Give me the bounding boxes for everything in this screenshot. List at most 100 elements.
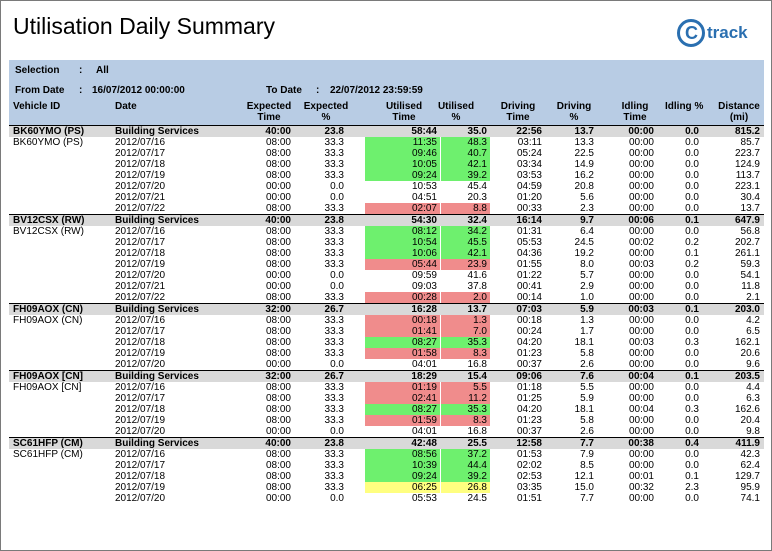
cell-idling-time: 00:04 <box>628 371 654 382</box>
cell-idling-pct: 0.0 <box>685 460 699 471</box>
cell-idling-pct: 0.1 <box>685 371 699 382</box>
cell-idling-time: 00:00 <box>628 359 654 370</box>
cell-idling-time: 00:00 <box>628 126 654 137</box>
cell-driving-time: 00:37 <box>516 426 542 437</box>
cell-date: 2012/07/17 <box>115 237 166 248</box>
table-row: 2012/07/18 08:00 33.3 08:27 35.3 04:20 18.1 00:… <box>9 404 764 415</box>
cell-idling-time: 00:00 <box>628 348 654 359</box>
cell-driving-pct: 2.6 <box>580 359 594 370</box>
cell-expected-pct: 0.0 <box>330 281 344 292</box>
cell-driving-pct: 7.7 <box>580 438 594 449</box>
cell-expected-pct: 33.3 <box>324 226 344 237</box>
cell-utilised-time: 05:53 <box>411 493 437 504</box>
cell-distance: 162.6 <box>734 404 760 415</box>
cell-idling-pct: 0.0 <box>685 315 699 326</box>
cell-utilised-pct: 39.2 <box>441 170 490 181</box>
cell-idling-time: 00:03 <box>628 337 654 348</box>
table-row: 2012/07/19 08:00 33.3 09:24 39.2 03:53 16.2 00:… <box>9 170 764 181</box>
from-date-value: 16/07/2012 00:00:00 <box>92 85 185 96</box>
cell-idling-time: 00:00 <box>628 203 654 214</box>
cell-expected-pct: 0.0 <box>330 181 344 192</box>
cell-utilised-time: 10:54 <box>365 237 440 248</box>
cell-date: 2012/07/16 <box>115 137 166 148</box>
cell-utilised-time: 08:56 <box>365 449 440 460</box>
cell-idling-pct: 0.1 <box>685 215 699 226</box>
cell-driving-time: 01:55 <box>516 259 542 270</box>
cell-date: 2012/07/16 <box>115 382 166 393</box>
cell-idling-pct: 0.0 <box>685 181 699 192</box>
cell-driving-pct: 2.6 <box>580 426 594 437</box>
cell-idling-pct: 0.1 <box>685 304 699 315</box>
cell-driving-time: 12:58 <box>516 438 542 449</box>
group-row: SC61HFP (CM) Building Services 40:00 23.8 42… <box>9 437 764 449</box>
cell-expected-time: 40:00 <box>265 126 291 137</box>
cell-expected-time: 08:00 <box>265 137 291 148</box>
cell-distance: 6.3 <box>746 393 760 404</box>
cell-driving-time: 00:33 <box>516 203 542 214</box>
cell-utilised-pct: 25.5 <box>467 438 487 449</box>
cell-driving-time: 01:20 <box>516 192 542 203</box>
cell-utilised-time: 09:46 <box>365 148 440 159</box>
to-date-value: 22/07/2012 23:59:59 <box>330 85 423 96</box>
selection-label: Selection <box>15 65 60 76</box>
cell-expected-time: 08:00 <box>265 226 291 237</box>
cell-expected-pct: 33.3 <box>324 148 344 159</box>
cell-driving-pct: 14.9 <box>574 159 594 170</box>
cell-date: 2012/07/19 <box>115 348 166 359</box>
cell-expected-time: 40:00 <box>265 215 291 226</box>
cell-date: 2012/07/21 <box>115 281 166 292</box>
cell-utilised-time: 10:06 <box>365 248 440 259</box>
cell-date: 2012/07/16 <box>115 449 166 460</box>
cell-idling-pct: 0.0 <box>685 126 699 137</box>
cell-driving-time: 09:06 <box>516 371 542 382</box>
cell-expected-time: 08:00 <box>265 170 291 181</box>
cell-utilised-time: 09:24 <box>365 471 440 482</box>
table-row: 2012/07/20 00:00 0.0 09:59 41.6 01:22 5.7 00:00… <box>9 270 764 281</box>
cell-utilised-time: 10:05 <box>365 159 440 170</box>
cell-date: 2012/07/20 <box>115 359 166 370</box>
cell-expected-pct: 33.3 <box>324 259 344 270</box>
col-utilised-time: Utilised Time <box>385 101 423 123</box>
cell-utilised-time: 02:07 <box>365 203 440 214</box>
cell-driving-pct: 16.2 <box>574 170 594 181</box>
cell-vehicle-id: SC61HFP (CM) <box>13 438 83 449</box>
cell-utilised-pct: 37.8 <box>467 281 487 292</box>
cell-expected-time: 08:00 <box>265 460 291 471</box>
cell-driving-pct: 19.2 <box>574 248 594 259</box>
col-expected-time: Expected Time <box>246 101 292 123</box>
cell-idling-time: 00:04 <box>628 404 654 415</box>
cell-expected-time: 08:00 <box>265 326 291 337</box>
cell-driving-time: 00:14 <box>516 292 542 303</box>
cell-date: 2012/07/22 <box>115 203 166 214</box>
cell-date: 2012/07/17 <box>115 326 166 337</box>
cell-driving-time: 03:35 <box>516 482 542 493</box>
cell-driving-pct: 12.1 <box>574 471 594 482</box>
logo-mark: C <box>685 23 698 43</box>
cell-driving-pct: 20.8 <box>574 181 594 192</box>
cell-expected-pct: 33.3 <box>324 237 344 248</box>
cell-distance: 162.1 <box>734 337 760 348</box>
table-row: 2012/07/22 08:00 33.3 02:07 8.8 00:33 2.3 00:00… <box>9 203 764 214</box>
cell-utilised-time: 42:48 <box>411 438 437 449</box>
to-date-label: To Date <box>266 85 302 96</box>
cell-distance: 203.0 <box>734 304 760 315</box>
cell-utilised-pct: 35.3 <box>441 337 490 348</box>
cell-driving-time: 00:37 <box>516 359 542 370</box>
cell-date: 2012/07/21 <box>115 192 166 203</box>
cell-driving-time: 03:34 <box>516 159 542 170</box>
cell-expected-pct: 23.8 <box>324 215 344 226</box>
cell-utilised-time: 09:03 <box>411 281 437 292</box>
table-row: 2012/07/17 08:00 33.3 10:54 45.5 05:53 24.5 00:… <box>9 237 764 248</box>
cell-driving-time: 01:23 <box>516 348 542 359</box>
cell-driving-time: 04:20 <box>516 404 542 415</box>
cell-date: 2012/07/19 <box>115 415 166 426</box>
cell-idling-time: 00:00 <box>628 382 654 393</box>
cell-utilised-time: 01:59 <box>365 415 440 426</box>
cell-expected-pct: 0.0 <box>330 426 344 437</box>
cell-date: 2012/07/18 <box>115 471 166 482</box>
cell-idling-pct: 0.0 <box>685 449 699 460</box>
cell-vehicle-id: BK60YMO (PS) <box>13 126 85 137</box>
cell-distance: 815.2 <box>734 126 760 137</box>
cell-driving-pct: 13.7 <box>574 126 594 137</box>
cell-idling-pct: 0.3 <box>685 337 699 348</box>
